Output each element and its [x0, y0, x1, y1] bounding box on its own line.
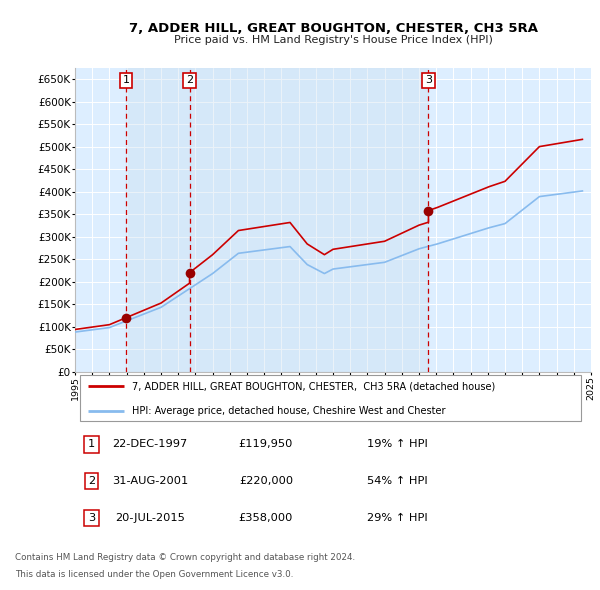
Bar [190, 68, 428, 372]
Bar [126, 68, 190, 372]
Text: Contains HM Land Registry data © Crown copyright and database right 2024.: Contains HM Land Registry data © Crown c… [15, 553, 355, 562]
Text: 31-AUG-2001: 31-AUG-2001 [112, 476, 188, 486]
Text: £358,000: £358,000 [239, 513, 293, 523]
Text: 3: 3 [425, 76, 432, 86]
Text: 7, ADDER HILL, GREAT BOUGHTON, CHESTER, CH3 5RA: 7, ADDER HILL, GREAT BOUGHTON, CHESTER, … [128, 22, 538, 35]
Text: 1: 1 [122, 76, 130, 86]
Text: £220,000: £220,000 [239, 476, 293, 486]
Text: 2: 2 [186, 76, 193, 86]
Text: 19% ↑ HPI: 19% ↑ HPI [367, 439, 427, 449]
Text: 54% ↑ HPI: 54% ↑ HPI [367, 476, 427, 486]
Text: 29% ↑ HPI: 29% ↑ HPI [367, 513, 427, 523]
Text: This data is licensed under the Open Government Licence v3.0.: This data is licensed under the Open Gov… [15, 571, 293, 579]
Text: 20-JUL-2015: 20-JUL-2015 [115, 513, 185, 523]
Text: Price paid vs. HM Land Registry's House Price Index (HPI): Price paid vs. HM Land Registry's House … [173, 35, 493, 45]
Text: 22-DEC-1997: 22-DEC-1997 [112, 439, 187, 449]
Text: 2: 2 [88, 476, 95, 486]
Text: 7, ADDER HILL, GREAT BOUGHTON, CHESTER,  CH3 5RA (detached house): 7, ADDER HILL, GREAT BOUGHTON, CHESTER, … [132, 381, 495, 391]
Text: £119,950: £119,950 [239, 439, 293, 449]
Text: 1: 1 [88, 439, 95, 449]
FancyBboxPatch shape [80, 375, 581, 421]
Text: HPI: Average price, detached house, Cheshire West and Chester: HPI: Average price, detached house, Ches… [132, 406, 445, 416]
Text: 3: 3 [88, 513, 95, 523]
